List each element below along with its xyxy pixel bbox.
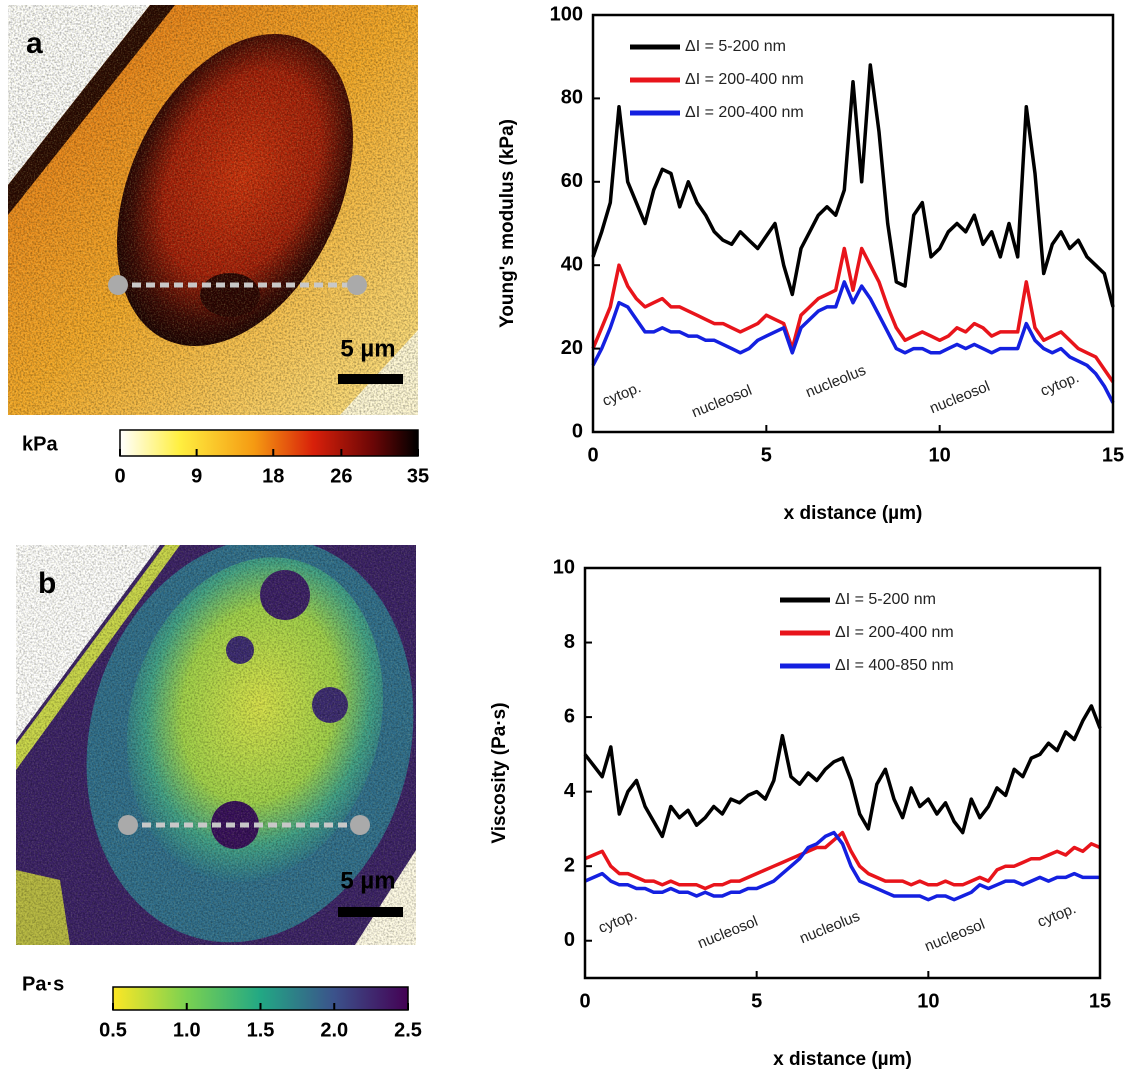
annotation: nucleosol [689,382,754,422]
panel-label: b [38,567,56,600]
x-tick-label: 10 [917,990,939,1012]
colorbar-tick-label: 18 [262,465,284,487]
y-tick-label: 40 [561,253,583,275]
y-tick-label: 10 [553,556,575,578]
x-tick-label: 15 [1102,444,1124,466]
annotation: nucleolus [803,362,868,402]
y-tick-label: 6 [564,705,575,727]
scale-bar-label: 5 µm [340,335,395,362]
profile-end [118,815,138,835]
colorbar-tick-label: 2.5 [394,1019,422,1041]
x-tick-label: 0 [579,990,590,1012]
data-line [591,246,1115,383]
image-b [16,545,416,945]
colorbar-unit: Pa·s [22,973,64,995]
x-axis-label: x distance (µm) [773,1049,912,1070]
colorbar [119,429,419,457]
annotation: nucleolus [797,908,862,948]
colorbar-tick-label: 2.0 [320,1019,348,1041]
colorbar-unit: kPa [22,433,58,455]
y-tick-label: 100 [550,3,583,25]
y-axis-label: Viscosity (Pa·s) [489,702,510,843]
y-tick-label: 0 [564,929,575,951]
legend-label: ΔI = 200-400 nm [685,104,804,121]
data-line [583,704,1102,839]
x-tick-label: 10 [929,444,951,466]
scale-bar-label: 5 µm [340,867,395,894]
scale-bar [338,374,403,384]
profile-end [347,275,367,295]
x-axis-label: x distance (µm) [784,503,923,524]
annotation: cytop. [1035,900,1078,931]
colorbar-tick-label: 1.5 [247,1019,275,1041]
colorbar-tick-label: 35 [407,465,429,487]
plot-frame [583,566,1102,980]
annotation: nucleosol [695,913,760,953]
y-tick-label: 20 [561,337,583,359]
x-tick-label: 0 [587,444,598,466]
legend-label: ΔI = 400-850 nm [835,657,954,674]
colorbar-tick-label: 1.0 [173,1019,201,1041]
annotation: cytop. [1038,369,1081,400]
x-tick-label: 15 [1089,990,1111,1012]
annotation: cytop. [600,379,643,410]
data-line [584,830,1100,902]
y-tick-label: 60 [561,170,583,192]
y-tick-label: 80 [561,87,583,109]
data-line [591,280,1115,404]
legend-label: ΔI = 200-400 nm [685,71,804,88]
scale-bar [338,907,403,917]
colorbar-tick-label: 9 [191,465,202,487]
y-tick-label: 0 [572,420,583,442]
colorbar-tick-label: 0.5 [99,1019,127,1041]
x-tick-label: 5 [761,444,772,466]
y-tick-label: 4 [564,780,576,802]
annotation: nucleosol [927,378,992,418]
image-a [8,5,418,415]
x-tick-label: 5 [751,990,762,1012]
data-line [584,830,1101,891]
y-axis-label: Young's modulus (kPa) [497,119,518,328]
panel-label: a [26,27,43,60]
profile-end [350,815,370,835]
annotation: cytop. [596,906,639,937]
legend-label: ΔI = 5-200 nm [685,38,786,55]
y-tick-label: 8 [564,631,575,653]
data-line [591,63,1115,308]
plot-frame [591,13,1115,434]
legend-label: ΔI = 5-200 nm [835,591,936,608]
colorbar-tick-label: 0 [114,465,125,487]
profile-end [108,275,128,295]
y-tick-label: 2 [564,854,575,876]
colorbar-tick-label: 26 [330,465,352,487]
legend-label: ΔI = 200-400 nm [835,624,954,641]
annotation: nucleosol [922,916,987,956]
